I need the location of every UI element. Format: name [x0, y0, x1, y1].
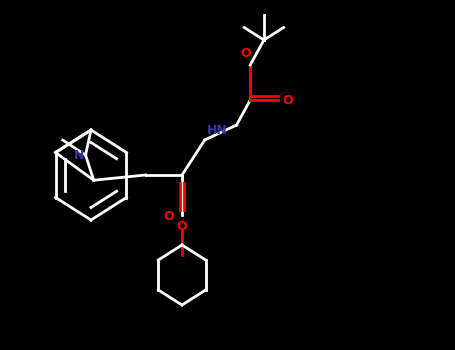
- Text: O: O: [177, 220, 187, 233]
- Text: HN: HN: [207, 125, 228, 138]
- Text: N: N: [74, 149, 84, 162]
- Text: O: O: [163, 210, 174, 223]
- Text: O: O: [240, 47, 251, 60]
- Text: O: O: [282, 93, 293, 106]
